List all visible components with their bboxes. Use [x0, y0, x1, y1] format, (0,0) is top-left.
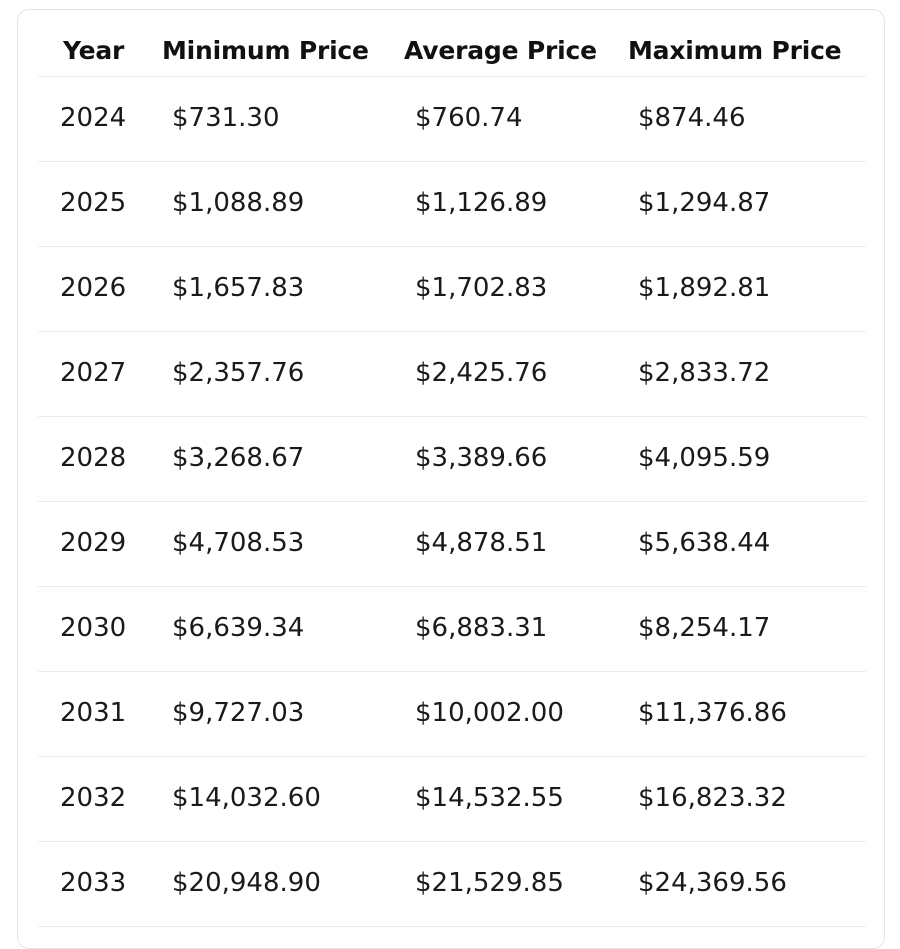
table-row: 2025 $1,088.89 $1,126.89 $1,294.87 — [38, 162, 866, 247]
cell-average-price: $21,529.85 — [415, 868, 564, 898]
table-header-row: Year Minimum Price Average Price Maximum… — [38, 26, 866, 77]
header-average-price: Average Price — [404, 36, 597, 65]
cell-minimum-price: $2,357.76 — [172, 358, 305, 388]
table-body: 2024 $731.30 $760.74 $874.46 2025 $1,088.89 $1… — [38, 77, 866, 927]
cell-maximum-price: $16,823.32 — [638, 783, 787, 813]
cell-year: 2025 — [60, 188, 127, 218]
cell-minimum-price: $1,088.89 — [172, 188, 305, 218]
cell-year: 2028 — [60, 443, 127, 473]
cell-average-price: $14,532.55 — [415, 783, 564, 813]
cell-maximum-price: $11,376.86 — [638, 698, 787, 728]
header-year: Year — [63, 36, 125, 65]
table-row: 2026 $1,657.83 $1,702.83 $1,892.81 — [38, 247, 866, 332]
cell-year: 2026 — [60, 273, 127, 303]
table-row: 2033 $20,948.90 $21,529.85 $24,369.56 — [38, 842, 866, 927]
cell-minimum-price: $14,032.60 — [172, 783, 321, 813]
cell-maximum-price: $874.46 — [638, 103, 746, 133]
cell-average-price: $4,878.51 — [415, 528, 548, 558]
cell-average-price: $3,389.66 — [415, 443, 548, 473]
cell-maximum-price: $4,095.59 — [638, 443, 771, 473]
table-row: 2030 $6,639.34 $6,883.31 $8,254.17 — [38, 587, 866, 672]
cell-year: 2024 — [60, 103, 127, 133]
cell-year: 2033 — [60, 868, 127, 898]
cell-maximum-price: $1,294.87 — [638, 188, 771, 218]
header-maximum-price: Maximum Price — [628, 36, 842, 65]
table-row: 2029 $4,708.53 $4,878.51 $5,638.44 — [38, 502, 866, 587]
cell-maximum-price: $5,638.44 — [638, 528, 771, 558]
cell-average-price: $6,883.31 — [415, 613, 548, 643]
price-table-card — [17, 9, 885, 949]
cell-minimum-price: $6,639.34 — [172, 613, 305, 643]
table-row: 2032 $14,032.60 $14,532.55 $16,823.32 — [38, 757, 866, 842]
cell-maximum-price: $2,833.72 — [638, 358, 771, 388]
cell-year: 2032 — [60, 783, 127, 813]
table-row: 2024 $731.30 $760.74 $874.46 — [38, 77, 866, 162]
cell-year: 2031 — [60, 698, 127, 728]
cell-minimum-price: $731.30 — [172, 103, 280, 133]
cell-year: 2029 — [60, 528, 127, 558]
cell-minimum-price: $9,727.03 — [172, 698, 305, 728]
cell-average-price: $1,126.89 — [415, 188, 548, 218]
cell-average-price: $1,702.83 — [415, 273, 548, 303]
table-row: 2027 $2,357.76 $2,425.76 $2,833.72 — [38, 332, 866, 417]
cell-year: 2030 — [60, 613, 127, 643]
cell-year: 2027 — [60, 358, 127, 388]
cell-average-price: $760.74 — [415, 103, 523, 133]
cell-minimum-price: $3,268.67 — [172, 443, 305, 473]
cell-minimum-price: $4,708.53 — [172, 528, 305, 558]
cell-minimum-price: $1,657.83 — [172, 273, 305, 303]
cell-average-price: $10,002.00 — [415, 698, 564, 728]
table-row: 2028 $3,268.67 $3,389.66 $4,095.59 — [38, 417, 866, 502]
price-prediction-table: Year Minimum Price Average Price Maximum… — [38, 26, 866, 927]
cell-maximum-price: $8,254.17 — [638, 613, 771, 643]
cell-maximum-price: $24,369.56 — [638, 868, 787, 898]
cell-minimum-price: $20,948.90 — [172, 868, 321, 898]
cell-average-price: $2,425.76 — [415, 358, 548, 388]
header-minimum-price: Minimum Price — [162, 36, 369, 65]
table-row: 2031 $9,727.03 $10,002.00 $11,376.86 — [38, 672, 866, 757]
cell-maximum-price: $1,892.81 — [638, 273, 771, 303]
